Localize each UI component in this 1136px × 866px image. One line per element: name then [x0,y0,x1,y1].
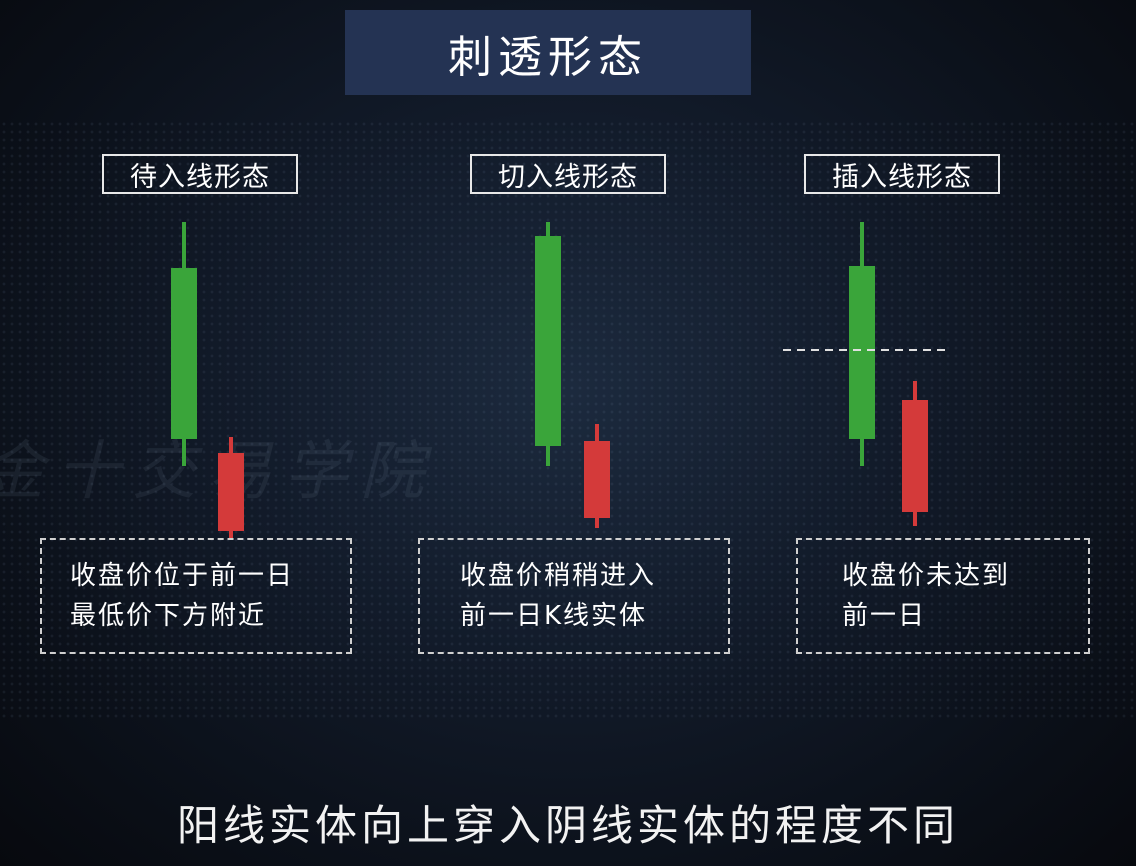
note-2-line-2: 前一日K线实体 [460,601,648,631]
bull-candle-body-3 [849,266,875,439]
pattern-label-1: 待入线形态 [102,154,298,194]
bull-candle-body-1 [171,268,197,439]
pattern-label-3: 插入线形态 [804,154,1000,194]
note-3-line-1: 收盘价未达到 [842,561,1011,591]
page-title: 刺透形态 [345,10,751,95]
note-1-line-2: 最低价下方附近 [70,601,267,631]
bull-candle-body-2 [535,236,561,446]
bear-candle-body-3 [902,400,928,512]
bear-candle-body-1 [218,453,244,531]
note-2-line-1: 收盘价稍稍进入 [460,561,657,591]
pattern-label-2: 切入线形态 [470,154,666,194]
bear-candle-body-2 [584,441,610,518]
pattern-note-1: 收盘价位于前一日 最低价下方附近 [40,538,352,654]
caption-subtitle: 阳线实体向上穿入阴线实体的程度不同 [176,801,959,850]
note-3-line-2: 前一日 [842,601,927,631]
pattern-note-3: 收盘价未达到 前一日 [796,538,1090,654]
pattern-note-2: 收盘价稍稍进入 前一日K线实体 [418,538,730,654]
note-1-line-1: 收盘价位于前一日 [70,561,295,591]
watermark: 金十交易学院 [0,420,436,512]
